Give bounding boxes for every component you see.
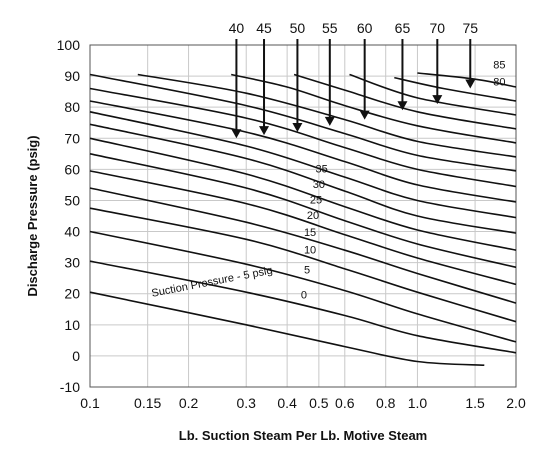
curve-label-15: 15 [304,227,316,239]
curve-suction-pressure-5-psig [89,291,485,366]
y-axis-title: Discharge Pressure (psig) [25,135,40,296]
curve-75 [349,73,517,116]
y-tick-label-100: 100 [57,37,81,53]
curve-label-30: 30 [313,179,325,191]
curve-40 [89,111,517,219]
y-tick-label-90: 90 [64,68,80,84]
arrow-head-65 [397,101,408,111]
x-axis-title: Lb. Suction Steam Per Lb. Motive Steam [179,428,428,443]
top-label-65: 65 [395,20,411,36]
x-tick-label-1-0: 1.0 [408,395,428,411]
arrow-head-50 [292,123,303,133]
curve-70 [293,73,517,130]
arrow-head-55 [324,116,335,126]
arrow-head-45 [259,126,270,136]
y-tick-label-80: 80 [64,99,80,115]
top-label-75: 75 [462,20,478,36]
arrow-head-75 [465,79,476,89]
arrow-head-70 [432,95,443,105]
curve-55 [89,73,517,172]
x-tick-label-2-0: 2.0 [506,395,526,411]
top-label-45: 45 [256,20,272,36]
y-tick-label-0: 0 [72,348,80,364]
y-tick-label-60: 60 [64,161,80,177]
x-tick-label-1-5: 1.5 [465,395,485,411]
curve-label-25: 25 [310,195,322,207]
curve-25 [89,153,517,269]
y-tick-label-50: 50 [64,192,80,208]
curve-label-5: 5 [304,265,310,277]
curve-80 [394,76,517,102]
curve-50 [89,87,517,188]
curve-45 [89,100,517,203]
x-tick-label-0-15: 0.15 [134,395,161,411]
x-tick-label-0-8: 0.8 [376,395,396,411]
y-tick-label-10: 10 [64,317,80,333]
curve-20 [89,170,517,286]
curve-30 [89,137,517,251]
top-label-40: 40 [229,20,245,36]
curve-label-35: 35 [316,163,328,175]
y-tick-labels: -10 0 10 20 30 40 50 60 70 80 90 100 [57,37,81,395]
arrow-head-60 [359,110,370,120]
curve-5 [89,230,517,343]
y-tick-label-30: 30 [64,255,80,271]
y-tick-label-70: 70 [64,130,80,146]
curve-label-85: 85 [493,59,505,71]
x-tick-label-0-4: 0.4 [277,395,297,411]
top-label-70: 70 [430,20,446,36]
curve-label-10: 10 [304,244,316,256]
curve-label-20: 20 [307,210,319,222]
top-label-60: 60 [357,20,373,36]
curve-15 [89,187,517,304]
top-label-50: 50 [290,20,306,36]
curve-10 [89,207,517,323]
curve-60 [137,73,517,158]
x-tick-label-0-1: 0.1 [80,395,100,411]
arrows [231,39,476,139]
grid [89,44,517,388]
curve-label-80: 80 [493,76,505,88]
x-tick-label-0-2: 0.2 [179,395,199,411]
x-tick-label-0-6: 0.6 [335,395,355,411]
curve-35 [89,123,517,234]
y-tick-label-40: 40 [64,224,80,240]
curve-65 [231,73,517,144]
x-tick-label-0-3: 0.3 [236,395,256,411]
y-tick-label-20: 20 [64,286,80,302]
curve-0 [89,260,517,354]
arrow-head-40 [231,129,242,139]
x-tick-labels: 0.1 0.15 0.2 0.3 0.4 0.5 0.6 0.8 1.0 1.5 2.0 [80,395,526,411]
curve-85 [417,72,517,88]
top-label-55: 55 [322,20,338,36]
y-tick-label-10: -10 [60,379,80,395]
plot-area [89,44,517,388]
curve-label-0: 0 [301,289,307,301]
x-tick-label-0-5: 0.5 [309,395,329,411]
curves [89,72,517,366]
